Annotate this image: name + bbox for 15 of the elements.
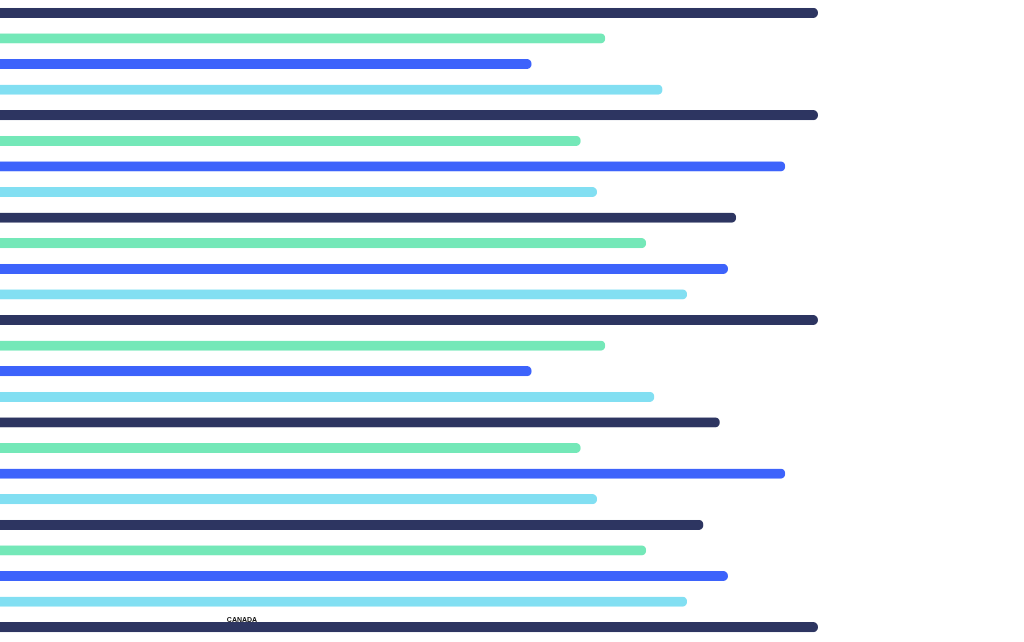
bar [0,7,818,18]
bar [0,186,598,198]
bar [0,570,729,582]
bar [0,58,532,70]
bar [0,622,818,633]
bar [0,519,704,530]
bar [0,110,818,121]
bar [0,238,647,249]
bar [0,135,581,146]
bar [0,494,598,505]
bar [0,314,818,326]
bar [0,442,581,454]
bar [0,263,729,274]
bar [0,366,532,377]
bar [0,391,655,402]
